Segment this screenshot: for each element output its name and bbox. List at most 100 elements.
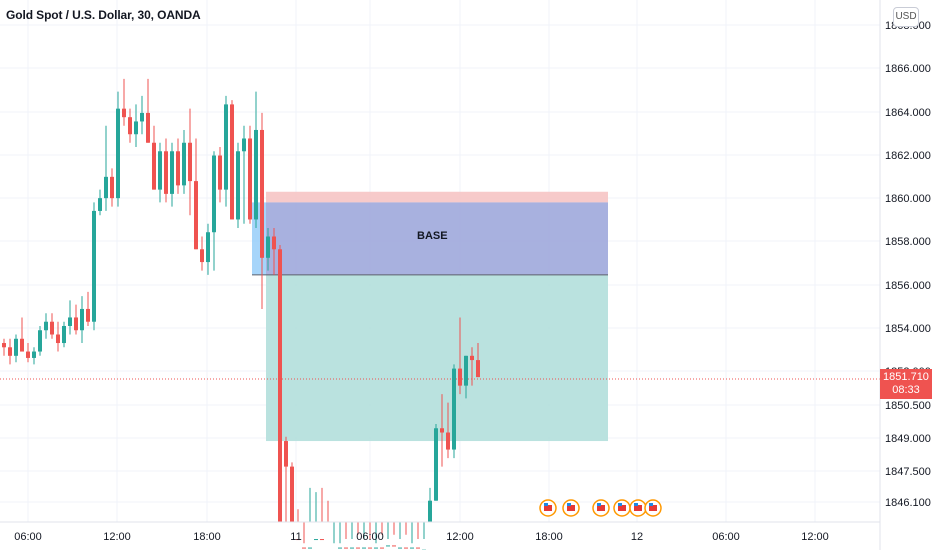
candle-body [416, 547, 420, 549]
candle-body [218, 155, 222, 190]
time-tick-label: 06:00 [712, 531, 740, 543]
time-tick-label: 11 [290, 531, 301, 543]
candle-body [464, 355, 468, 386]
candle-body [290, 466, 294, 522]
flag-canton [567, 503, 571, 506]
flag-canton [649, 503, 653, 506]
zone-base[interactable] [266, 202, 608, 275]
price-tick-label: 1862.000 [885, 150, 931, 162]
candle-body [296, 539, 300, 541]
candle-body [62, 325, 66, 344]
candle-body [98, 198, 102, 211]
candle-body [236, 151, 240, 220]
candle-body [458, 368, 462, 386]
candle-body [110, 176, 114, 199]
candle-body [248, 138, 252, 220]
candles-layer [2, 78, 480, 550]
time-axis[interactable]: 06:00 12:00 18:00 11 06:00 12:00 18:00 12 06:00 1… [14, 531, 829, 543]
economic-events[interactable] [539, 499, 662, 517]
candle-body [170, 151, 174, 194]
price-tick-label: 1866.000 [885, 63, 931, 75]
candle-body [224, 104, 228, 190]
symbol-title: Gold Spot / U.S. Dollar, 30, OANDA [6, 8, 201, 22]
candle-body [410, 547, 414, 549]
flag-stripe [597, 505, 605, 511]
price-tick-label: 1847.500 [885, 466, 931, 478]
price-tick-label: 1846.100 [885, 497, 931, 509]
candle-body [434, 428, 438, 501]
candle-body [242, 138, 246, 152]
flag-canton [618, 503, 622, 506]
candle-body [74, 317, 78, 331]
current-price-tag: 1851.710 08:33 [880, 369, 932, 399]
flag-canton [597, 503, 601, 506]
current-price-value: 1851.710 [883, 371, 929, 383]
candle-body [92, 210, 96, 322]
candle-body [356, 547, 360, 549]
candle-body [428, 500, 432, 522]
candle-body [302, 547, 306, 549]
candle-body [398, 547, 402, 549]
candle-body [134, 121, 138, 135]
candle-body [380, 547, 384, 549]
candle-body [374, 547, 378, 549]
candle-body [164, 151, 168, 194]
candle-body [116, 108, 120, 199]
flag-canton [544, 503, 548, 506]
time-tick-label: 06:00 [14, 531, 42, 543]
price-tick-label: 1849.000 [885, 433, 931, 445]
price-tick-label: 1854.000 [885, 323, 931, 335]
flag-stripe [618, 505, 626, 511]
candle-body [44, 321, 48, 331]
flag-stripe [634, 505, 642, 511]
candle-body [140, 112, 144, 122]
time-tick-label: 12:00 [801, 531, 829, 543]
candle-body [278, 249, 282, 523]
candle-body [392, 545, 396, 547]
price-axis[interactable]: 1868.0001866.0001864.0001862.0001860.000… [885, 20, 931, 509]
candle-body [320, 539, 324, 541]
candle-body [122, 108, 126, 118]
time-tick-label: 12:00 [446, 531, 474, 543]
candle-body [470, 355, 474, 361]
candle-body [14, 338, 18, 356]
zone-stop[interactable] [266, 191, 608, 203]
bar-countdown: 08:33 [892, 384, 920, 396]
candle-body [440, 428, 444, 433]
candle-body [368, 547, 372, 549]
time-tick-label: 06:00 [356, 531, 384, 543]
candle-body [206, 232, 210, 263]
candle-body [182, 142, 186, 186]
currency-button[interactable]: USD [893, 7, 919, 27]
candle-body [86, 308, 90, 322]
candle-body [50, 321, 54, 335]
candle-body [2, 343, 6, 348]
candle-body [158, 151, 162, 190]
price-tick-label: 1860.000 [885, 193, 931, 205]
candle-body [362, 547, 366, 549]
zone-base-label: BASE [417, 230, 448, 242]
candle-body [344, 547, 348, 549]
price-tick-label: 1864.000 [885, 107, 931, 119]
candle-body [272, 236, 276, 250]
price-tick-label: 1856.000 [885, 280, 931, 292]
candle-body [338, 547, 342, 549]
candle-body [176, 151, 180, 186]
zone-target[interactable] [266, 274, 608, 442]
candle-body [80, 308, 84, 331]
candle-body [104, 176, 108, 199]
candle-body [314, 539, 318, 541]
candle-body [8, 347, 12, 356]
candle-body [56, 334, 60, 344]
candle-body [38, 330, 42, 352]
candle-body [266, 236, 270, 258]
candle-body [20, 338, 24, 352]
flag-stripe [567, 505, 575, 511]
candle-body [284, 441, 288, 467]
zones-layer[interactable] [252, 191, 608, 442]
time-tick-label: 12:00 [103, 531, 131, 543]
candle-body [146, 112, 150, 143]
candle-body [476, 360, 480, 378]
candle-body [32, 351, 36, 358]
